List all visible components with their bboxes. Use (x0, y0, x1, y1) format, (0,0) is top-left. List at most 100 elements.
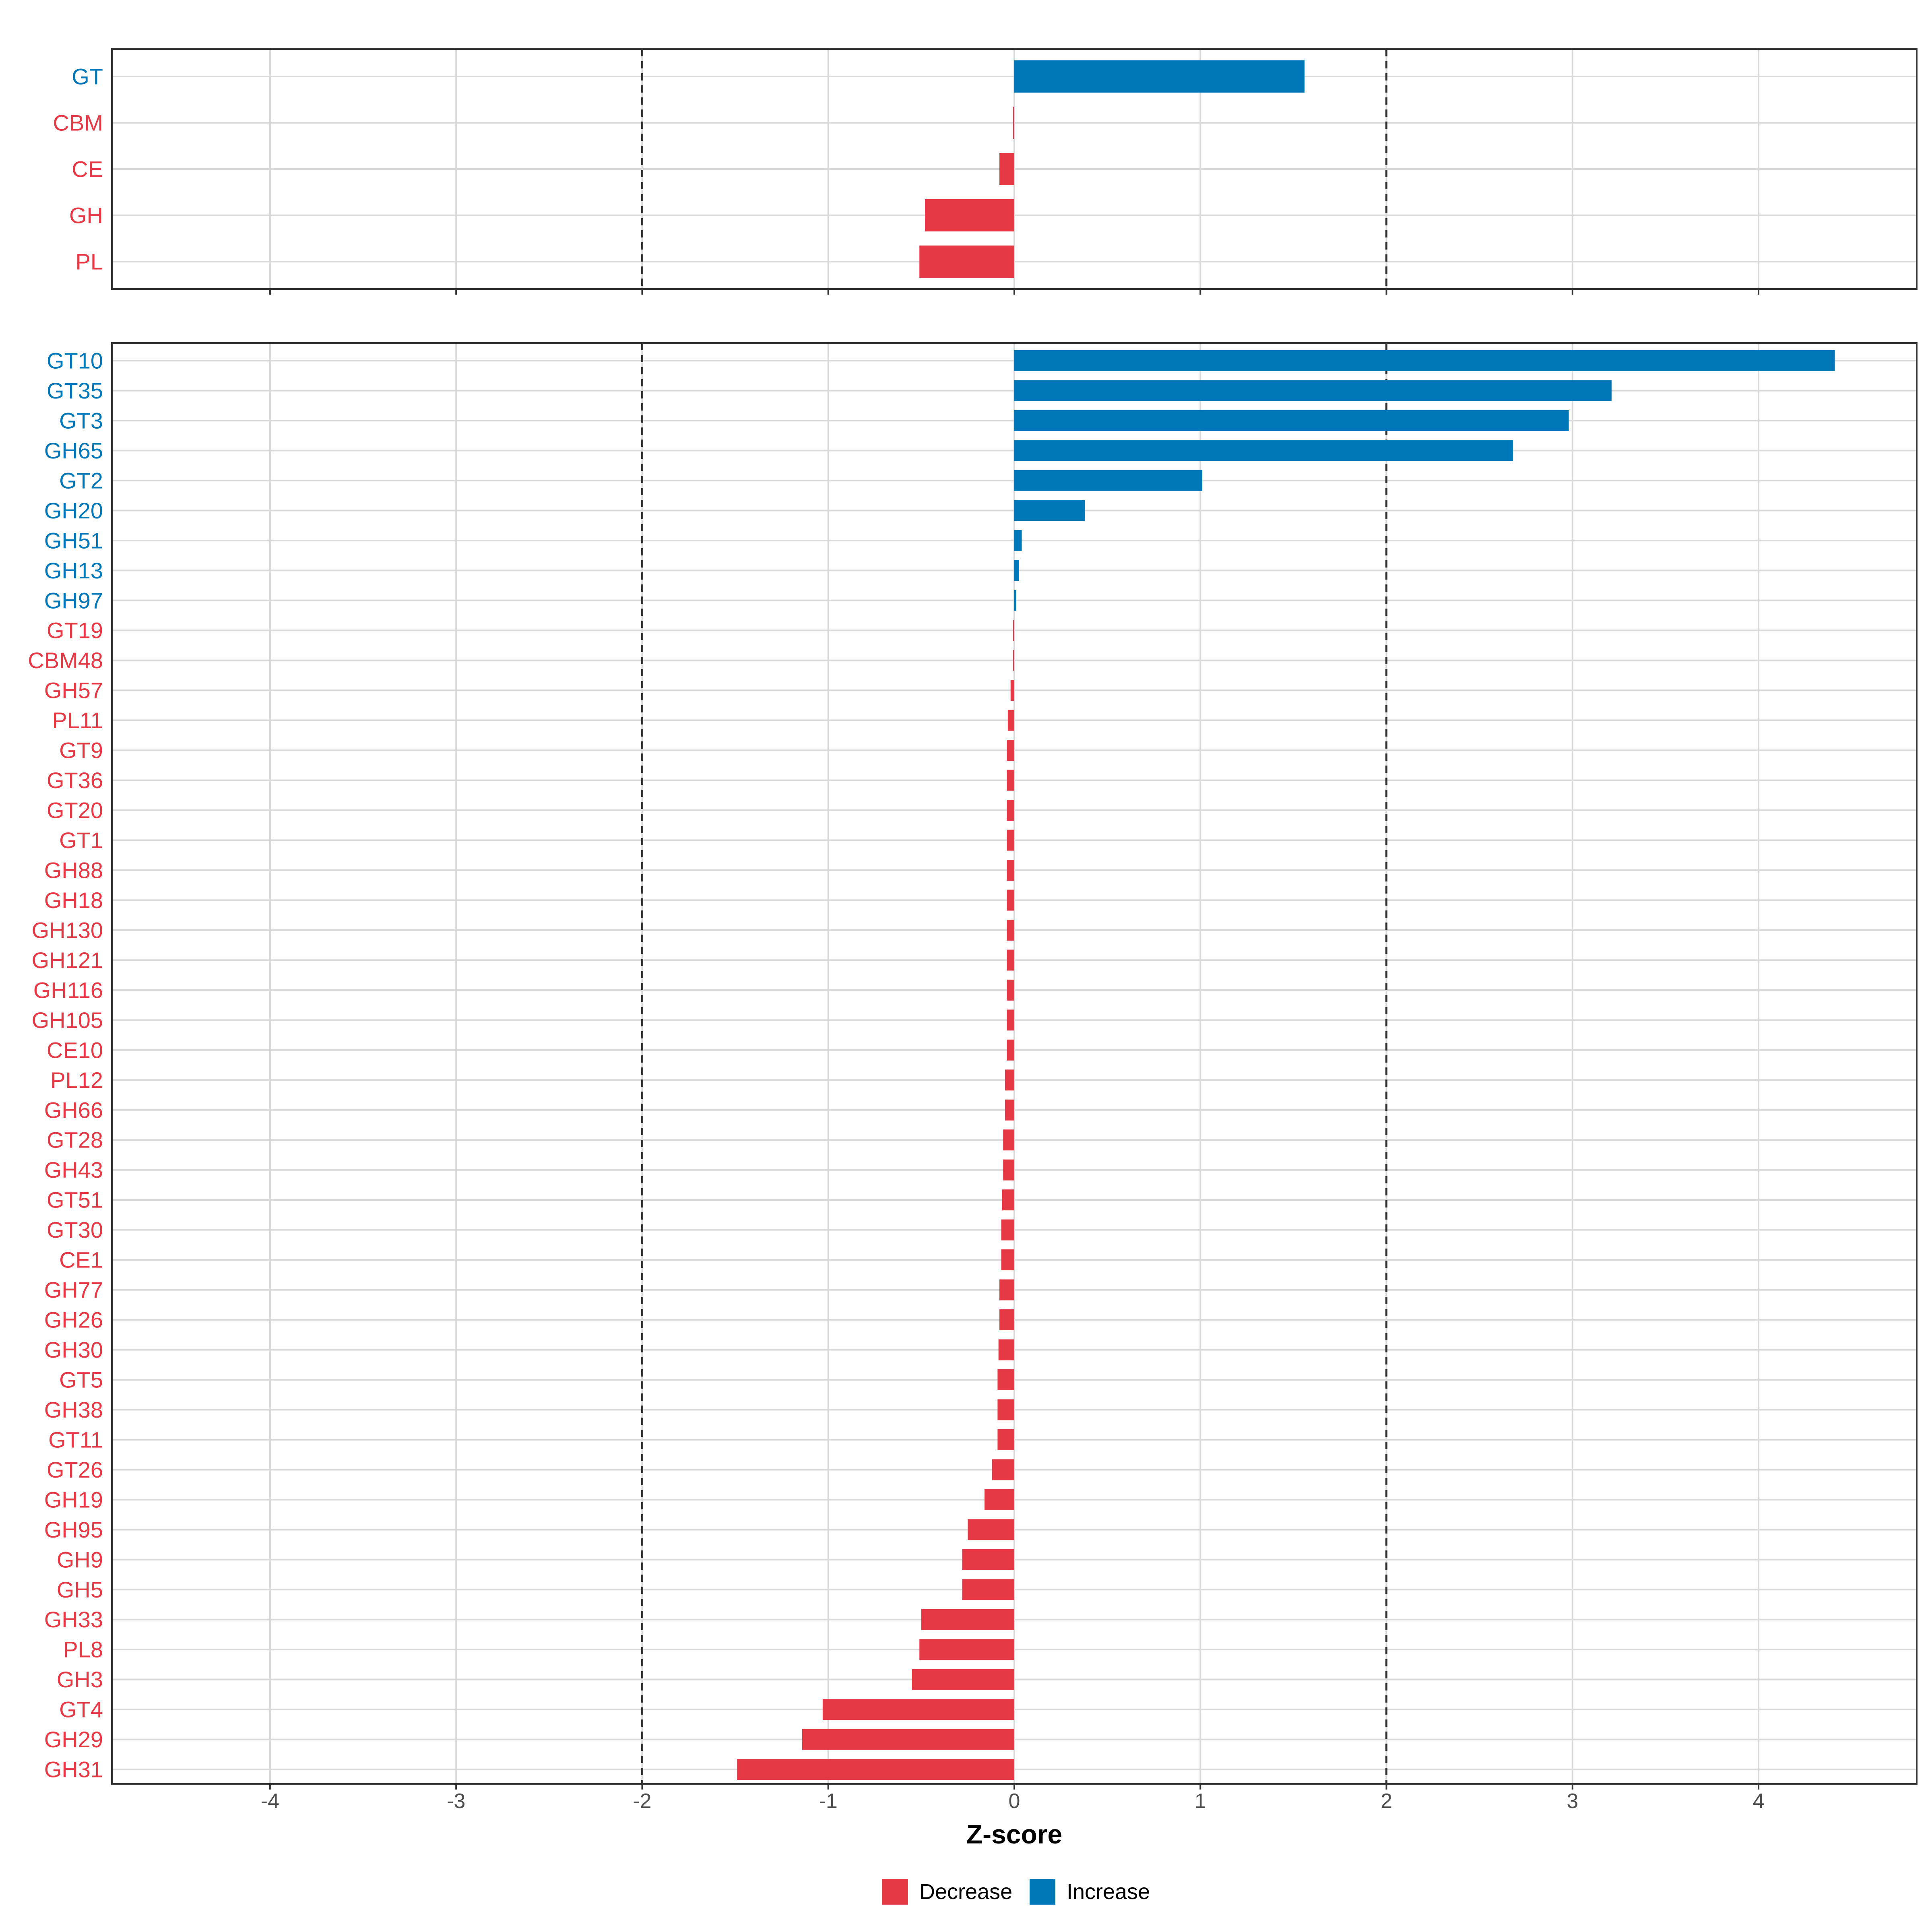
category-label-ce10: CE10 (47, 1037, 103, 1063)
x-tick-label: -2 (633, 1790, 651, 1813)
bar-pl8 (919, 1639, 1014, 1660)
bar-gh19 (985, 1489, 1014, 1510)
category-label-gt9: GT9 (59, 738, 103, 763)
category-label-gh57: GH57 (44, 678, 103, 703)
bar-gh88 (1007, 859, 1014, 881)
category-label-gh33: GH33 (44, 1607, 103, 1632)
bar-pl12 (1005, 1069, 1014, 1091)
bar-gt19 (1013, 620, 1014, 641)
bar-gt36 (1007, 770, 1014, 791)
category-label-gh105: GH105 (32, 1007, 103, 1033)
category-label-gh43: GH43 (44, 1157, 103, 1183)
bar-gh105 (1007, 1009, 1014, 1031)
x-tick-label: -1 (819, 1790, 838, 1813)
bar-gt4 (822, 1699, 1014, 1720)
category-label-gt11: GT11 (48, 1427, 103, 1452)
bar-ce10 (1007, 1039, 1014, 1061)
bar-gh43 (1003, 1159, 1014, 1181)
bar-gt35 (1014, 380, 1612, 401)
bar-pl11 (1007, 710, 1014, 731)
x-tick-label: 1 (1195, 1790, 1206, 1813)
legend-swatch-increase (1030, 1879, 1055, 1905)
bar-gh51 (1014, 530, 1022, 551)
category-label-gt10: GT10 (47, 348, 103, 374)
category-label-gh121: GH121 (32, 947, 103, 973)
category-label-gh95: GH95 (44, 1517, 103, 1542)
bar-pl (919, 246, 1014, 278)
bar-gh77 (999, 1279, 1014, 1300)
category-label-gh97: GH97 (44, 588, 103, 613)
bar-gt30 (1001, 1219, 1014, 1241)
bar-gh57 (1010, 680, 1014, 701)
bar-gh9 (962, 1549, 1014, 1570)
category-label-gh: GH (69, 203, 103, 228)
category-label-pl: PL (76, 249, 103, 275)
bar-gh26 (999, 1309, 1014, 1331)
bar-gt (1014, 60, 1305, 93)
category-label-gt36: GT36 (47, 768, 103, 793)
category-label-gt51: GT51 (47, 1187, 103, 1213)
bar-gh13 (1014, 560, 1019, 581)
category-label-gh13: GH13 (44, 558, 103, 583)
bar-gh95 (968, 1519, 1014, 1540)
x-tick-label: 2 (1381, 1790, 1392, 1813)
bar-gh33 (921, 1609, 1014, 1630)
category-label-gh66: GH66 (44, 1097, 103, 1123)
x-axis: -4 -3 -2 -1 0 1 2 3 4 (261, 1790, 1765, 1813)
bar-gt9 (1007, 740, 1014, 761)
bar-gh30 (998, 1339, 1014, 1360)
category-label-gh31: GH31 (44, 1757, 103, 1782)
bar-ce (999, 153, 1014, 185)
bar-gh29 (802, 1729, 1014, 1750)
category-label-cbm: CBM (53, 110, 103, 136)
bar-gt5 (997, 1369, 1014, 1390)
category-label-gh30: GH30 (44, 1337, 103, 1362)
category-label-ce: CE (72, 157, 103, 182)
category-label-cbm48: CBM48 (28, 648, 103, 673)
category-label-gt1: GT1 (59, 828, 103, 853)
bar-gh66 (1005, 1099, 1014, 1121)
bar-gt26 (992, 1459, 1014, 1480)
category-label-pl11: PL11 (52, 708, 103, 733)
bar-gh116 (1007, 979, 1014, 1001)
x-tick-label: -4 (261, 1790, 279, 1813)
category-label-gt35: GT35 (47, 378, 103, 403)
category-label-gh116: GH116 (33, 977, 103, 1003)
bar-gh31 (737, 1759, 1014, 1780)
category-label-gh88: GH88 (44, 857, 103, 883)
category-label-gt28: GT28 (47, 1127, 103, 1153)
category-label-gh5: GH5 (57, 1577, 103, 1602)
category-label-gh9: GH9 (57, 1547, 103, 1572)
category-label-gh65: GH65 (44, 438, 103, 463)
bar-gt10 (1014, 350, 1835, 371)
category-label-gh51: GH51 (44, 528, 103, 553)
bottom-panel: GT10 GT35 GT3 GH65 GT2 GH20 GH51 GH13 GH97 GT19 CB… (28, 342, 1918, 1790)
bar-gt1 (1007, 830, 1014, 851)
bar-gh (925, 199, 1014, 231)
category-label-gt30: GT30 (47, 1217, 103, 1243)
category-label-gt: GT (72, 64, 103, 89)
category-label-pl12: PL12 (50, 1067, 103, 1093)
bar-gh130 (1007, 919, 1014, 941)
category-label-ce1: CE1 (59, 1247, 103, 1273)
bar-gt28 (1003, 1129, 1014, 1151)
bar-gh38 (997, 1399, 1014, 1420)
x-tick-label: 0 (1009, 1790, 1020, 1813)
category-label-gh18: GH18 (44, 888, 103, 913)
category-label-gh19: GH19 (44, 1487, 103, 1512)
category-label-gh29: GH29 (44, 1727, 103, 1752)
bar-gt3 (1014, 410, 1569, 431)
bar-gt20 (1007, 800, 1014, 821)
category-label-gt26: GT26 (47, 1457, 103, 1482)
category-label-gt19: GT19 (47, 618, 103, 643)
category-label-gt3: GT3 (59, 408, 103, 433)
top-panel: GT CBM CE GH PL (53, 48, 1918, 295)
bar-gt11 (997, 1429, 1014, 1450)
bar-cbm (1013, 107, 1014, 139)
bar-gh3 (912, 1669, 1014, 1690)
category-label-gt4: GT4 (59, 1697, 103, 1722)
x-tick-label: -3 (447, 1790, 465, 1813)
bar-gh18 (1007, 890, 1014, 911)
bar-gh97 (1014, 590, 1016, 611)
